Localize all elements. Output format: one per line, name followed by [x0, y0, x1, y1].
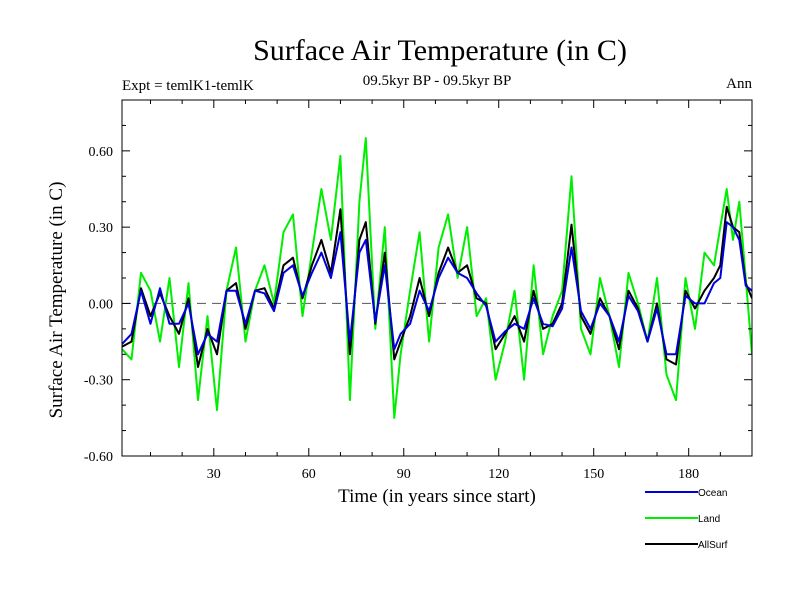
x-tick-label: 150: [583, 467, 604, 482]
legend-label-ocean: Ocean: [698, 488, 727, 499]
legend-label-land: Land: [698, 514, 720, 525]
x-tick-label: 90: [397, 467, 411, 482]
x-tick-label: 180: [678, 467, 699, 482]
legend-label-allsurf: AllSurf: [698, 540, 728, 551]
experiment-label: Expt = temlK1-temlK: [122, 78, 254, 94]
season-label: Ann: [726, 76, 752, 92]
x-tick-label: 120: [488, 467, 509, 482]
y-tick-label: -0.60: [84, 450, 113, 465]
y-axis-label: Surface Air Temperature (in C): [46, 182, 67, 419]
x-axis-label: Time (in years since start): [338, 486, 536, 507]
series-layer: [122, 137, 752, 419]
period-label: 09.5kyr BP - 09.5kyr BP: [363, 73, 512, 89]
y-tick-label: 0.30: [89, 221, 114, 236]
series-line-ocean: [122, 221, 752, 356]
y-tick-label: 0.00: [89, 297, 114, 312]
axis-ticks: [122, 99, 753, 457]
x-tick-label: 60: [302, 467, 316, 482]
axis-tick-labels: 30 60 90 120 150 180 -0.60 -0.30 0.00 0.30 0.60: [84, 145, 699, 482]
chart-title: Surface Air Temperature (in C): [253, 34, 627, 67]
x-tick-label: 30: [207, 467, 221, 482]
y-tick-label: -0.30: [84, 374, 113, 389]
y-tick-label: 0.60: [89, 145, 114, 160]
legend: Ocean Land AllSurf: [645, 488, 728, 551]
